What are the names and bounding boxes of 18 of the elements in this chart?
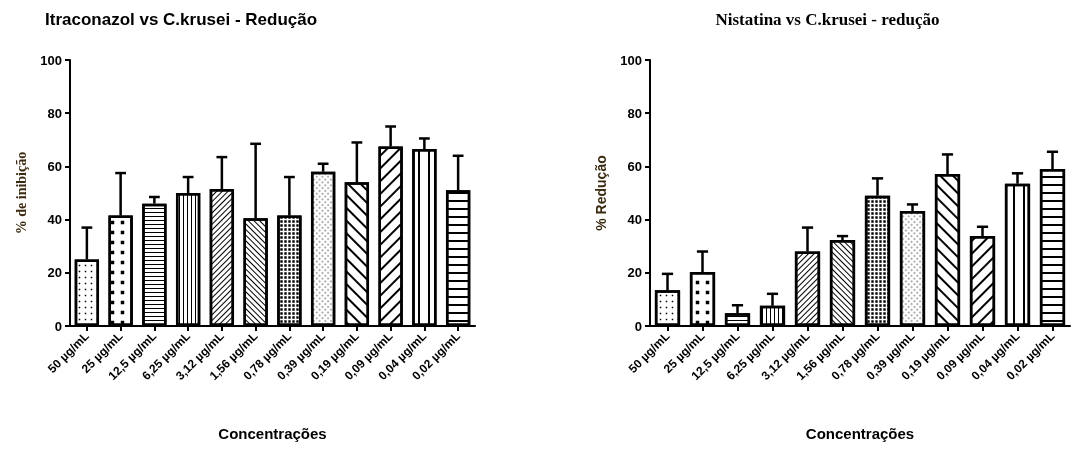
y-tick-label: 40: [627, 212, 642, 228]
y-tick-label: 0: [54, 318, 62, 334]
y-tick-label: 60: [47, 158, 62, 174]
y-tick-label: 40: [47, 212, 62, 228]
x-axis-title: Concentrações: [805, 425, 915, 442]
y-axis-title: % Redução: [593, 155, 609, 231]
y-tick-label: 80: [47, 105, 62, 121]
y-tick-label: 60: [627, 158, 642, 174]
y-axis-title: % de inibição: [13, 151, 29, 235]
y-tick-label: 0: [634, 318, 642, 334]
y-tick-label: 20: [627, 265, 642, 281]
chart-title: Itraconazol vs C.krusei - Redução: [45, 10, 318, 29]
chart-title: Nistatina vs C.krusei - redução: [715, 10, 940, 29]
y-tick-label: 80: [627, 105, 642, 121]
x-axis-title: Concentrações: [218, 425, 327, 442]
y-tick-label: 100: [40, 52, 62, 68]
y-tick-label: 20: [47, 265, 62, 281]
y-tick-label: 100: [620, 52, 642, 68]
